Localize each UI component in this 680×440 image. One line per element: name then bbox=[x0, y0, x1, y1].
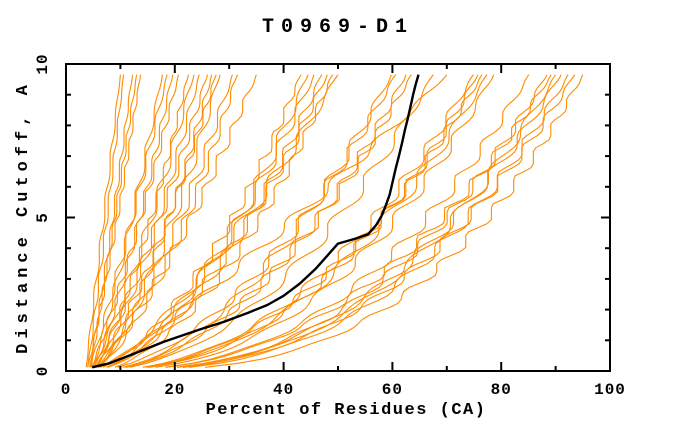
model-curve bbox=[94, 74, 217, 368]
x-tick-label: 60 bbox=[382, 381, 403, 399]
axes-group bbox=[65, 63, 611, 372]
x-tick-label: 40 bbox=[273, 381, 294, 399]
model-curve bbox=[165, 74, 552, 368]
model-curve bbox=[106, 74, 309, 368]
y-tick-label: 5 bbox=[34, 212, 52, 223]
model-curve bbox=[183, 74, 557, 368]
model-curve bbox=[142, 74, 474, 368]
x-axis-label: Percent of Residues (CA) bbox=[206, 401, 487, 420]
model-curve bbox=[87, 74, 125, 368]
model-curve bbox=[90, 74, 138, 368]
model-curve bbox=[176, 74, 562, 368]
model-curve bbox=[166, 74, 530, 368]
model-curve bbox=[89, 74, 168, 368]
model-curve bbox=[90, 74, 208, 368]
y-tick-label: 10 bbox=[34, 53, 52, 74]
model-curve bbox=[100, 74, 448, 368]
model-curve bbox=[125, 74, 407, 368]
x-tick-label: 20 bbox=[164, 381, 185, 399]
model-curve bbox=[97, 74, 221, 368]
highlighted-model-curve bbox=[91, 74, 420, 369]
model-curve bbox=[98, 74, 238, 368]
highlighted-model-curve-group bbox=[91, 74, 420, 369]
model-curve bbox=[85, 74, 121, 368]
model-curve bbox=[97, 74, 257, 368]
model-curve bbox=[102, 74, 302, 368]
model-curve bbox=[100, 74, 339, 368]
tick-labels-group: 0 20 40 60 80 100 0 5 10 bbox=[34, 53, 626, 399]
y-axis-label: Distance Cutoff, A bbox=[14, 80, 33, 354]
model-curve bbox=[155, 74, 495, 368]
model-curve bbox=[122, 74, 392, 368]
y-tick-label: 0 bbox=[34, 366, 52, 377]
chart-title: T0969-D1 bbox=[262, 16, 414, 39]
model-curve bbox=[126, 74, 412, 368]
model-curve bbox=[99, 74, 213, 368]
x-tick-label: 80 bbox=[491, 381, 512, 399]
model-curve bbox=[107, 74, 315, 368]
model-curve bbox=[87, 74, 142, 368]
model-curve bbox=[117, 74, 397, 368]
x-tick-label: 0 bbox=[61, 381, 72, 399]
model-curve bbox=[145, 74, 483, 368]
x-tick-label: 100 bbox=[594, 381, 626, 399]
model-curve bbox=[107, 74, 328, 368]
model-curves-group bbox=[85, 74, 584, 368]
model-curve bbox=[205, 74, 584, 368]
model-curve bbox=[95, 74, 189, 368]
model-curve bbox=[91, 74, 180, 368]
model-curve bbox=[114, 74, 334, 368]
model-curve bbox=[107, 74, 323, 368]
model-curve bbox=[182, 74, 576, 368]
model-curve bbox=[91, 74, 195, 368]
